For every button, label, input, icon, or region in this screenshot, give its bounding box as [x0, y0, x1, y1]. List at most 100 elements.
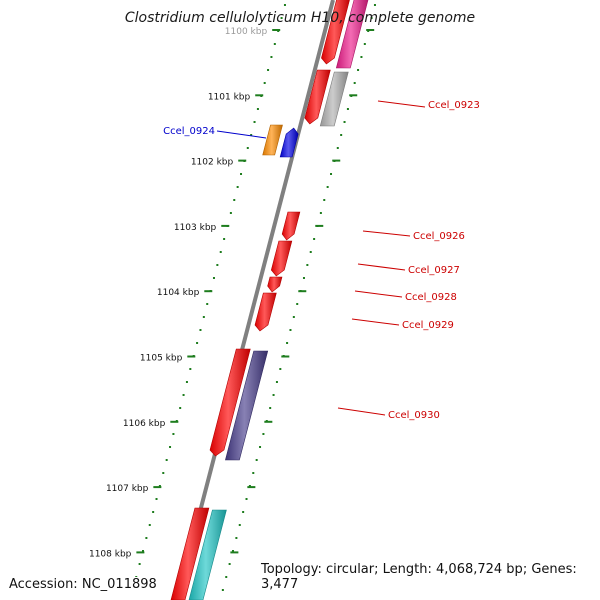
gene-g-0926: [281, 211, 301, 241]
ruler-dot: [363, 43, 366, 45]
ruler-tick-label: 1105 kbp: [140, 354, 183, 364]
ruler-dot: [182, 394, 185, 396]
ruler-dot: [340, 134, 343, 136]
gene-g-0928: [267, 276, 283, 293]
ruler-dot: [148, 524, 151, 526]
ruler-dot: [255, 459, 258, 461]
callout-line: [362, 230, 411, 237]
genome-stats: Topology: circular; Length: 4,068,724 bp…: [261, 562, 600, 592]
ruler-dot: [353, 82, 356, 84]
ruler-dot: [155, 498, 158, 500]
ruler-dot: [292, 316, 295, 318]
ruler-dot: [185, 381, 188, 383]
gene-g-0922: [304, 69, 331, 125]
ruler-tick-label: 1108 kbp: [89, 549, 132, 559]
gene-label: Ccel_0930: [388, 410, 440, 421]
callout-line: [357, 263, 406, 271]
ruler-dot: [169, 446, 172, 448]
ruler-dot: [233, 199, 236, 201]
ruler-tick-label: 1106 kbp: [123, 419, 166, 429]
ruler-dot: [273, 43, 276, 45]
gene-g-top-2: [335, 0, 369, 69]
ruler-dot: [289, 329, 292, 331]
genes-label: Genes:: [531, 562, 577, 577]
ruler-dot: [189, 368, 192, 370]
topology-label: Topology:: [261, 562, 322, 577]
ruler-dot: [269, 407, 272, 409]
ruler-dot: [212, 277, 215, 279]
gene-label: Ccel_0924: [163, 126, 215, 137]
gene-label: Ccel_0923: [428, 100, 480, 111]
callout-line: [216, 130, 267, 139]
ruler-dot: [158, 485, 161, 487]
ruler-dot: [336, 147, 339, 149]
ruler-dot: [248, 485, 251, 487]
callout-line: [377, 100, 426, 108]
ruler-dot: [259, 446, 262, 448]
ruler-dot: [219, 251, 222, 253]
ruler-dot: [267, 69, 270, 71]
accession-value: NC_011898: [81, 577, 157, 592]
ruler-dot: [296, 303, 299, 305]
ruler-dot: [286, 342, 289, 344]
ruler-dot: [283, 4, 286, 6]
gene-g-0929: [254, 292, 277, 332]
ruler-dot: [262, 433, 265, 435]
ruler-dot: [246, 147, 249, 149]
ruler-dot: [232, 550, 234, 552]
ruler-dot: [172, 433, 175, 435]
ruler-dot: [152, 511, 155, 513]
gene-label: Ccel_0929: [402, 320, 454, 331]
gene-g-0930a: [209, 348, 251, 457]
ruler-tick-label: 1101 kbp: [208, 92, 251, 102]
ruler-dot: [165, 459, 168, 461]
gene-g-0923: [319, 71, 349, 127]
ruler-dot: [343, 121, 346, 123]
callout-line: [351, 318, 400, 326]
accession-info: Accession: NC_011898: [9, 577, 157, 592]
ruler-dot: [279, 368, 282, 370]
gene-g-0930b: [225, 350, 269, 461]
ruler-dot: [370, 17, 373, 19]
ruler-tick-label: 1107 kbp: [106, 484, 149, 494]
ruler-dot: [319, 212, 322, 214]
gene-label: Ccel_0926: [413, 231, 465, 242]
ruler-dot: [313, 238, 316, 240]
gene-g-0924a: [262, 124, 283, 156]
ruler-dot: [272, 394, 275, 396]
gene-g-0927: [270, 240, 293, 277]
ruler-tick-label: 1100 kbp: [225, 27, 268, 37]
ruler-dot: [138, 563, 141, 565]
ruler-dot: [242, 511, 245, 513]
ruler-dot: [252, 472, 255, 474]
ruler-dot: [280, 17, 283, 19]
ruler-dot: [235, 537, 238, 539]
ruler-dot: [240, 173, 243, 175]
gene-label: Ccel_0928: [405, 292, 457, 303]
length-label: Length:: [382, 562, 432, 577]
ruler-dot: [330, 173, 333, 175]
topology-value: circular: [325, 562, 375, 577]
ruler-dot: [142, 550, 144, 552]
ruler-dot: [357, 69, 360, 71]
ruler-tick-label: 1103 kbp: [174, 223, 217, 233]
map-title: Clostridium cellulolyticum H10, complete…: [124, 10, 476, 26]
genes-value: 3,477: [261, 577, 299, 592]
ruler-dot: [145, 537, 148, 539]
ruler-dot: [263, 82, 266, 84]
ruler-dot: [302, 277, 305, 279]
ruler-dot: [196, 342, 199, 344]
ruler-dot: [229, 212, 232, 214]
ruler-dot: [216, 264, 219, 266]
ruler-dot: [309, 251, 312, 253]
ruler-dot: [270, 56, 273, 58]
gene-label: Ccel_0927: [408, 265, 460, 276]
ruler-tick-label: 1104 kbp: [157, 288, 200, 298]
ruler-dot: [162, 472, 165, 474]
callout-line: [354, 290, 403, 298]
ruler-dot: [346, 108, 349, 110]
ruler-dot: [256, 108, 259, 110]
ruler-dot: [326, 186, 329, 188]
